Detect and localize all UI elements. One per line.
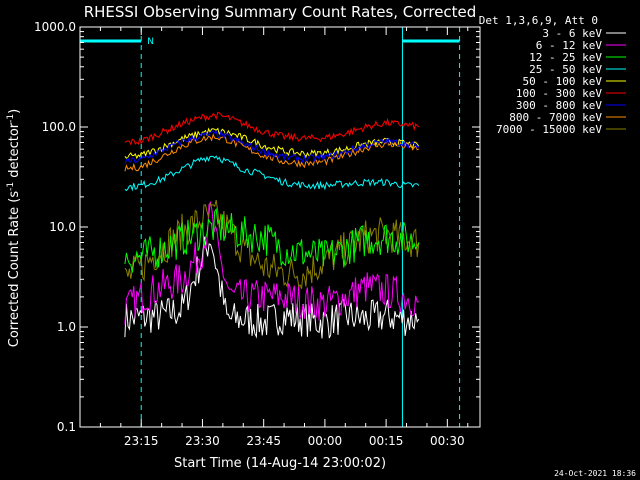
series-line — [124, 155, 420, 192]
series-line — [124, 133, 419, 172]
legend-entry-label: 25 - 50 keV — [529, 63, 602, 76]
x-tick-label: 23:30 — [185, 434, 220, 448]
legend-entry-label: 800 - 7000 keV — [509, 111, 602, 124]
night-markers: N — [79, 27, 461, 427]
series-line — [124, 236, 420, 339]
x-tick-label: 23:15 — [124, 434, 159, 448]
legend-entry-label: 12 - 25 keV — [529, 51, 602, 64]
x-tick-label: 00:30 — [430, 434, 465, 448]
series-lines — [124, 111, 420, 339]
series-line — [124, 199, 420, 289]
y-tick-label: 1.0 — [57, 320, 76, 334]
x-axis-label: Start Time (14-Aug-14 23:00:02) — [174, 456, 386, 471]
night-marker: N — [147, 37, 154, 47]
legend-entry-label: 7000 - 15000 keV — [496, 123, 602, 136]
legend-entry-label: 100 - 300 keV — [516, 87, 602, 100]
axis-ticks: 1000.0 100.0 10.0 1.0 0.1 23:15 23:30 23:45 00:0… — [34, 20, 480, 448]
series-line — [124, 207, 420, 273]
series-line — [124, 130, 420, 164]
chart-title: RHESSI Observing Summary Count Rates, Co… — [84, 3, 477, 21]
x-tick-label: 23:45 — [246, 434, 281, 448]
legend-entry-label: 3 - 6 keV — [542, 27, 602, 40]
series-line — [124, 111, 420, 146]
legend-entry-label: 300 - 800 keV — [516, 99, 602, 112]
timestamp: 24-Oct-2021 18:36 — [554, 469, 636, 478]
y-tick-label: 100.0 — [42, 120, 76, 134]
legend-entry-label: 50 - 100 keV — [523, 75, 603, 88]
x-tick-label: 00:00 — [308, 434, 343, 448]
series-line — [124, 201, 419, 325]
y-tick-label: 1000.0 — [34, 20, 76, 34]
y-tick-label: 10.0 — [49, 220, 76, 234]
legend-header: Det 1,3,6,9, Att 0 — [479, 14, 598, 27]
plot-axes — [79, 26, 481, 428]
series-line — [124, 127, 420, 160]
x-tick-label: 00:15 — [369, 434, 404, 448]
legend-entry-label: 6 - 12 keV — [536, 39, 603, 52]
y-tick-label: 0.1 — [57, 420, 76, 434]
plot-frame — [79, 26, 481, 428]
y-axis-label: Corrected Count Rate (s-1 detector-1) — [6, 109, 22, 347]
